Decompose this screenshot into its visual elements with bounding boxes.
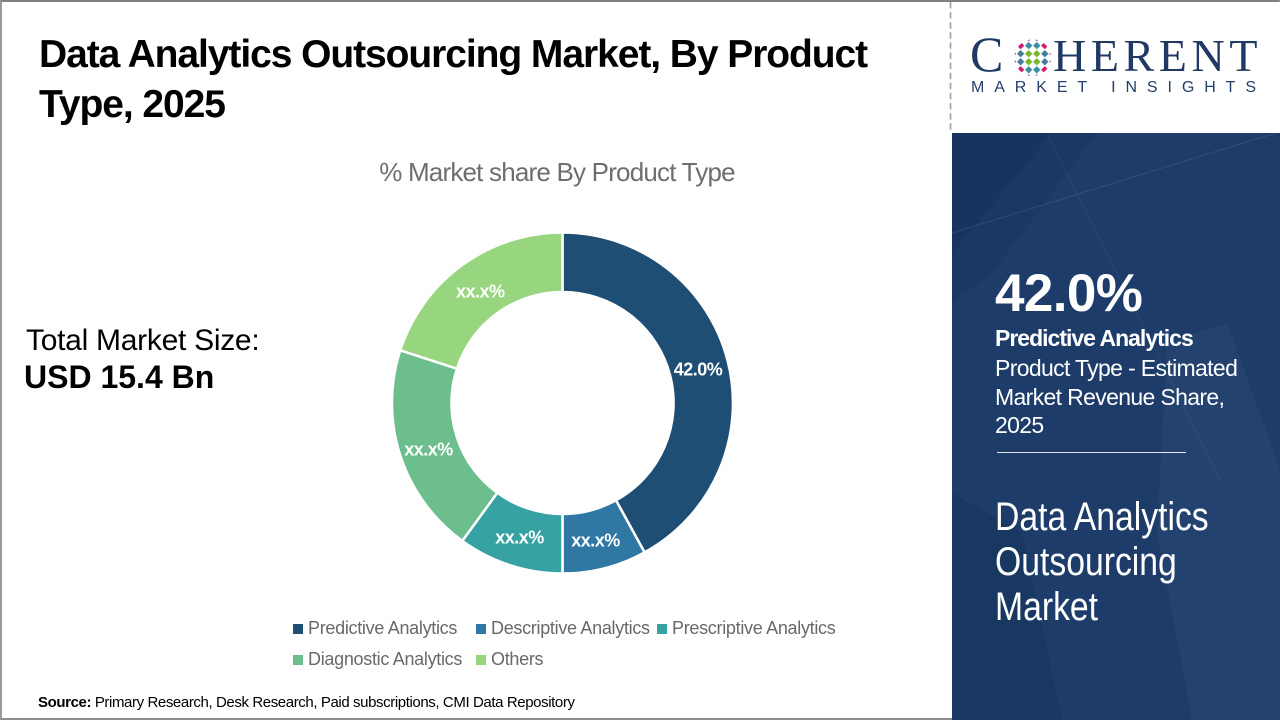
svg-text:MARKET INSIGHTS: MARKET INSIGHTS xyxy=(971,79,1266,96)
svg-text:HERENT: HERENT xyxy=(1053,30,1262,81)
svg-text:C: C xyxy=(970,26,1003,82)
